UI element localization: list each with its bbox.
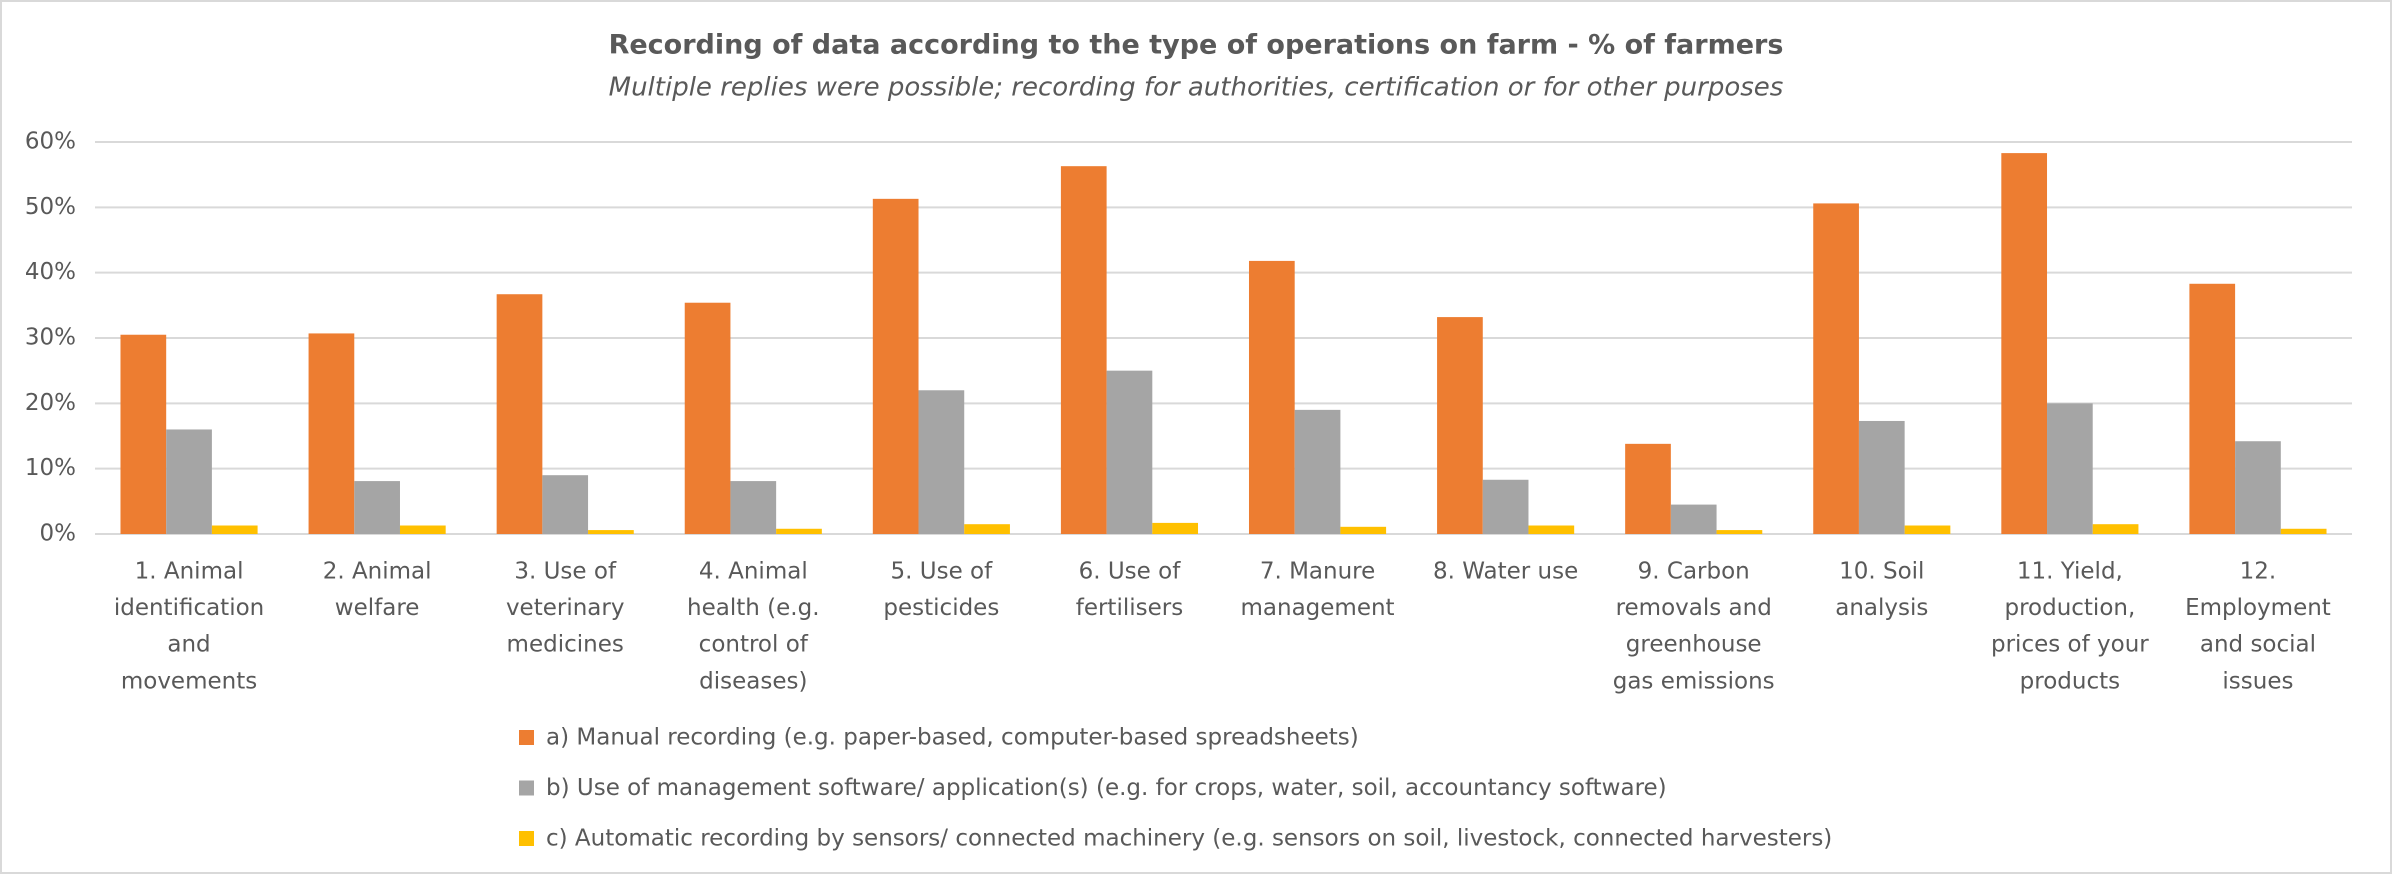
legend-label: b) Use of management software/ applicati… — [546, 775, 1667, 801]
x-tick-label: 5. Use of — [891, 559, 994, 585]
bar — [120, 334, 167, 534]
x-tick-label: production, — [2004, 595, 2135, 621]
legend-swatch — [519, 780, 534, 796]
bar — [1340, 526, 1387, 534]
chart-title: Recording of data according to the type … — [609, 30, 1784, 61]
y-tick-label: 10% — [25, 455, 76, 481]
x-tick-label: diseases) — [699, 668, 807, 694]
y-tick-label: 40% — [25, 259, 76, 285]
x-tick-label: control of — [699, 632, 809, 658]
bar — [542, 475, 589, 534]
legend-label: a) Manual recording (e.g. paper-based, c… — [546, 725, 1359, 751]
x-tick-label: 12. — [2240, 559, 2277, 585]
x-tick-label: 3. Use of — [514, 559, 617, 585]
bar — [1716, 530, 1763, 534]
bar — [1528, 525, 1575, 534]
bar — [730, 481, 777, 534]
x-tick-label: 4. Animal — [699, 559, 808, 585]
bar — [964, 524, 1010, 534]
bar — [2280, 528, 2327, 534]
bar — [1152, 522, 1199, 534]
bar — [166, 429, 212, 534]
y-tick-label: 20% — [25, 390, 76, 416]
bar — [1670, 504, 1717, 534]
x-tick-label: removals and — [1616, 595, 1772, 621]
x-tick-label: movements — [121, 668, 257, 694]
legend-label: c) Automatic recording by sensors/ conne… — [546, 826, 1832, 852]
bar — [1106, 370, 1153, 534]
bar — [684, 302, 731, 534]
y-tick-label: 50% — [25, 194, 76, 220]
x-tick-label: pesticides — [883, 595, 999, 621]
x-tick-label: 9. Carbon — [1638, 559, 1750, 585]
x-tick-label: and — [167, 632, 210, 658]
bar — [2235, 441, 2281, 534]
bar — [354, 481, 400, 534]
bar — [1437, 317, 1483, 534]
x-tick-label: identification — [114, 595, 264, 621]
bar — [1248, 260, 1295, 534]
x-tick-label: 6. Use of — [1079, 559, 1182, 585]
bar — [776, 528, 822, 534]
x-tick-label: health (e.g. — [687, 595, 819, 621]
bar — [1813, 203, 1859, 534]
bar — [1482, 479, 1529, 534]
bar — [1858, 420, 1905, 534]
bar — [918, 390, 965, 534]
x-tick-label: 8. Water use — [1433, 559, 1578, 585]
bar — [211, 525, 258, 534]
x-tick-label: welfare — [335, 595, 420, 621]
bar — [588, 530, 634, 534]
bar — [399, 525, 446, 534]
bar — [1060, 166, 1107, 534]
bar — [496, 294, 543, 534]
bar — [2047, 403, 2093, 534]
bar — [872, 198, 919, 534]
x-tick-label: medicines — [507, 632, 624, 658]
legend-swatch — [519, 730, 534, 745]
x-tick-label: 10. Soil — [1839, 559, 1924, 585]
x-tick-label: gas emissions — [1613, 668, 1775, 694]
x-tick-label: 11. Yield, — [2017, 559, 2123, 585]
x-tick-label: Employment — [2185, 595, 2331, 621]
bar — [1294, 409, 1341, 534]
x-tick-label: analysis — [1835, 595, 1928, 621]
bar — [1904, 525, 1951, 534]
x-tick-label: management — [1241, 595, 1395, 621]
bar — [1625, 443, 1671, 534]
x-tick-label: prices of your — [1991, 632, 2149, 658]
legend-swatch — [519, 831, 534, 846]
bar — [2001, 153, 2048, 534]
bar — [2092, 524, 2139, 534]
x-tick-label: and social — [2200, 632, 2316, 658]
x-tick-label: veterinary — [506, 595, 625, 621]
x-tick-label: issues — [2222, 668, 2293, 694]
x-tick-label: fertilisers — [1076, 595, 1183, 621]
bar — [2189, 283, 2236, 534]
bar — [308, 333, 355, 534]
x-tick-label: 1. Animal — [135, 559, 244, 585]
x-tick-label: products — [2020, 668, 2120, 694]
y-tick-label: 30% — [25, 325, 76, 351]
y-tick-label: 0% — [40, 521, 77, 547]
x-tick-label: 2. Animal — [323, 559, 432, 585]
x-tick-label: 7. Manure — [1260, 559, 1375, 585]
x-tick-label: greenhouse — [1626, 632, 1762, 658]
y-tick-label: 60% — [25, 129, 76, 155]
chart-subtitle: Multiple replies were possible; recordin… — [609, 73, 1784, 103]
